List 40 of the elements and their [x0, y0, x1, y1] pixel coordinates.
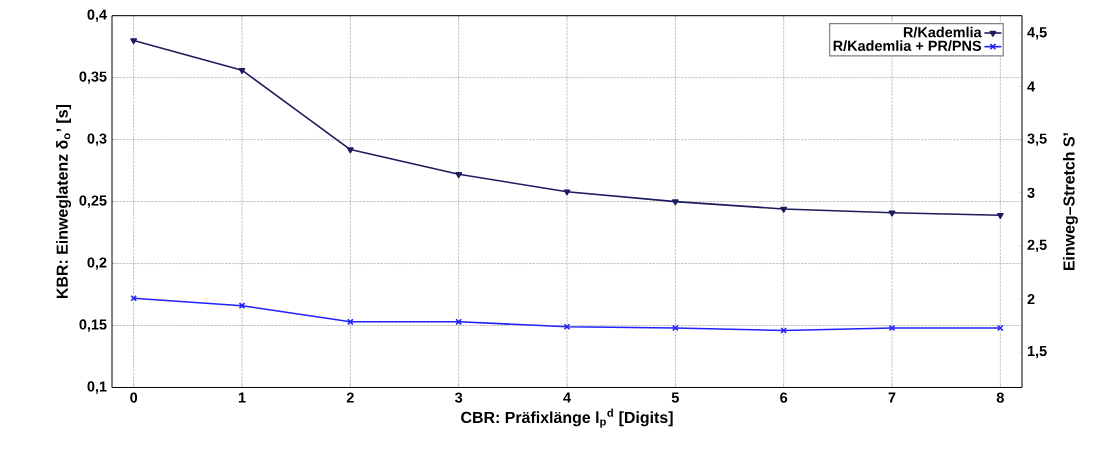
y2-axis-title: Einweg–Stretch S’ [1062, 133, 1078, 271]
point [346, 147, 354, 154]
point [563, 189, 571, 196]
y-tick-label: 0,35 [79, 71, 107, 84]
legend-label: R/Kademlia + PR/PNS [833, 40, 982, 52]
y-tick-label: 0,15 [79, 319, 107, 332]
y2-tick-label: 3 [1027, 187, 1035, 198]
point [780, 327, 788, 334]
x-tick-label: 7 [888, 392, 896, 403]
point [238, 67, 246, 75]
point [888, 210, 896, 217]
x-tick-label: 0 [130, 392, 138, 403]
point [996, 212, 1004, 220]
y-tick-label: 0,2 [87, 257, 107, 270]
x-tick-label: 5 [671, 392, 679, 403]
y-tick-label: 0,1 [87, 381, 107, 394]
x-tick-label: 3 [454, 392, 463, 403]
y-tick-label: 0,4 [87, 9, 107, 22]
point [780, 206, 788, 213]
y2-tick-label: 2 [1027, 293, 1035, 305]
legend-label: R/Kademlia [903, 26, 982, 38]
x-tick-label: 1 [238, 392, 246, 403]
y-tick-label: 0,25 [79, 195, 107, 208]
y2-tick-label: 2,5 [1027, 239, 1047, 253]
x-tick-label: 2 [346, 392, 354, 403]
y2-tick-label: 3,5 [1027, 133, 1047, 146]
x-axis-title: CBR: Präfixlänge l$_{p}$$^{d}$ [Digits] [461, 408, 673, 428]
y-tick-label: 0,3 [87, 133, 107, 146]
point [455, 318, 463, 326]
x-tick-label: 4 [563, 392, 571, 403]
point [888, 324, 896, 332]
y2-tick-label: 4 [1027, 81, 1035, 92]
x-tick-label: 6 [780, 392, 788, 403]
point [455, 172, 463, 179]
point [130, 38, 138, 45]
y2-tick-label: 4,5 [1027, 27, 1047, 40]
point [671, 199, 679, 206]
y-axis-title: KBR: Einweglatenz δ$_{o}$’ [s] [56, 105, 72, 299]
y2-tick-label: 1,5 [1027, 346, 1047, 359]
x-tick-label: 8 [996, 392, 1004, 403]
